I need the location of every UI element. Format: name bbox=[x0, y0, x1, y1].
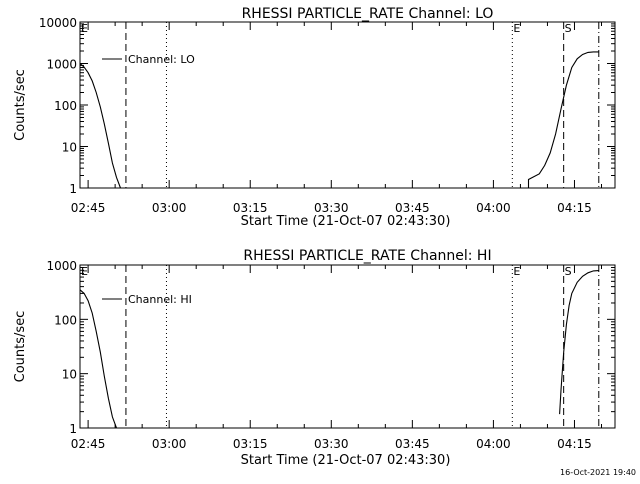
timestamp-label: 16-Oct-2021 19:40 bbox=[560, 468, 636, 477]
x-tick-label: 03:45 bbox=[395, 201, 430, 215]
x-tick-label: 03:30 bbox=[314, 437, 349, 451]
data-series-line bbox=[520, 51, 599, 189]
event-marker-label: S bbox=[565, 265, 572, 278]
y-tick-label: 100 bbox=[54, 313, 77, 327]
data-series-line bbox=[559, 270, 599, 415]
x-tick-label: 04:15 bbox=[557, 201, 592, 215]
panel-lo: RHESSI PARTICLE_RATE Channel: LO 02:45 03:… bbox=[13, 6, 616, 229]
y-tick-label: 1000 bbox=[46, 58, 77, 72]
x-tick-label: 03:30 bbox=[314, 201, 349, 215]
y-axis-label: Counts/sec bbox=[13, 311, 28, 383]
event-marker-label: E bbox=[513, 22, 520, 35]
y-tick-label: 10 bbox=[62, 141, 77, 155]
event-marker-label: E bbox=[81, 265, 88, 278]
y-axis-label: Counts/sec bbox=[13, 69, 28, 141]
x-tick-label: 02:45 bbox=[71, 201, 106, 215]
y-tick-label: 10 bbox=[62, 368, 77, 382]
x-tick-label: 03:45 bbox=[395, 437, 430, 451]
x-tick-label: 02:45 bbox=[71, 437, 106, 451]
legend-label: Channel: HI bbox=[128, 293, 192, 306]
x-tick-label: 04:15 bbox=[557, 437, 592, 451]
plot-frame bbox=[79, 21, 616, 189]
x-tick-label: 03:15 bbox=[233, 437, 268, 451]
y-tick-label: 10000 bbox=[39, 16, 77, 30]
x-axis-label: Start Time (21-Oct-07 02:43:30) bbox=[241, 453, 451, 468]
x-tick-label: 03:00 bbox=[152, 201, 187, 215]
y-tick-label: 1000 bbox=[46, 259, 77, 273]
chart-title: RHESSI PARTICLE_RATE Channel: HI bbox=[243, 248, 491, 264]
y-tick-label: 1 bbox=[69, 422, 77, 436]
y-tick-label: 100 bbox=[54, 99, 77, 113]
event-marker-label: E bbox=[81, 22, 88, 35]
x-tick-label: 04:00 bbox=[476, 437, 511, 451]
x-tick-label: 03:15 bbox=[233, 201, 268, 215]
y-tick-label: 1 bbox=[69, 182, 77, 196]
data-series-line bbox=[79, 63, 122, 189]
x-axis-label: Start Time (21-Oct-07 02:43:30) bbox=[241, 214, 451, 229]
event-marker-label: S bbox=[565, 22, 572, 35]
data-series-line bbox=[79, 289, 118, 429]
plot-frame bbox=[79, 264, 616, 429]
legend-label: Channel: LO bbox=[128, 53, 195, 66]
x-tick-label: 03:00 bbox=[152, 437, 187, 451]
x-tick-label: 04:00 bbox=[476, 201, 511, 215]
event-marker-label: E bbox=[513, 265, 520, 278]
panel-hi: RHESSI PARTICLE_RATE Channel: HI 02:45 03:… bbox=[13, 248, 616, 468]
chart-title: RHESSI PARTICLE_RATE Channel: LO bbox=[242, 6, 494, 22]
